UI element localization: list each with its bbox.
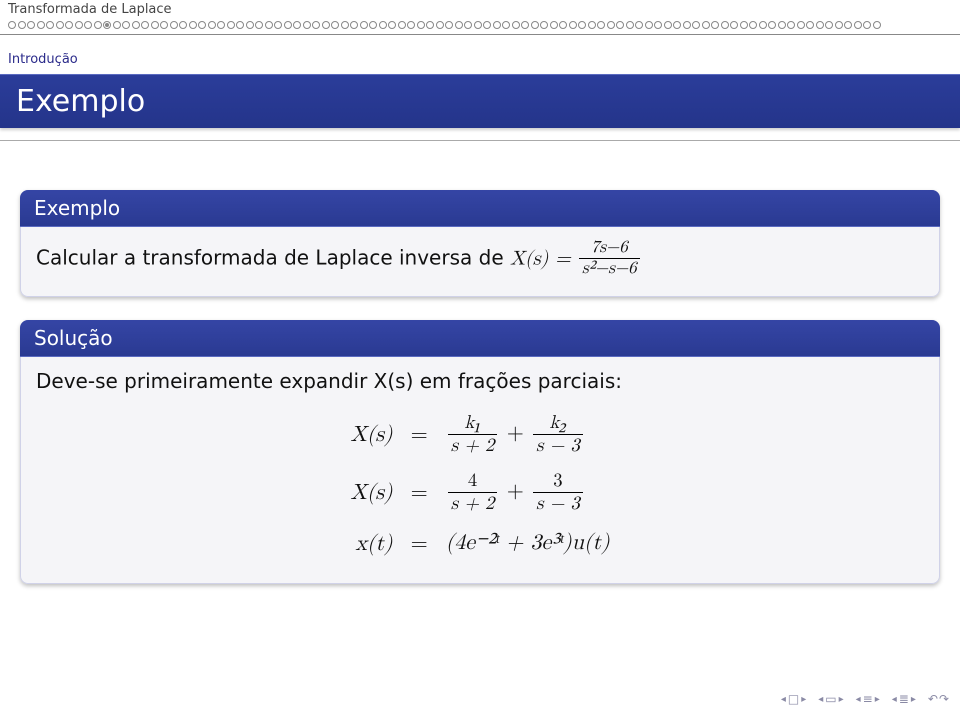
example-block-body: Calcular a transformada de Laplace inver… [20, 227, 940, 297]
slide-title-bar: Exemplo [0, 74, 960, 128]
title-underline [0, 140, 960, 141]
solution-intro: Deve-se primeiramente expandir X(s) em f… [36, 369, 924, 393]
progress-dots [8, 20, 952, 30]
header-divider [0, 34, 960, 35]
nav-appendix[interactable]: ◂ ≣ ▸ [892, 692, 916, 706]
example-lhs: X(s) = [510, 249, 571, 269]
nav-back-forward[interactable]: ↶ ↷ [928, 692, 948, 706]
solution-block-body: Deve-se primeiramente expandir X(s) em f… [20, 357, 940, 584]
slide-nav: ◂ □ ▸ ◂ ▭ ▸ ◂ ≡ ▸ ◂ ≣ ▸ ↶ ↷ [781, 692, 948, 706]
example-block: Exemplo Calcular a transformada de Lapla… [20, 190, 940, 297]
solution-block: Solução Deve-se primeiramente expandir X… [20, 320, 940, 584]
example-block-head: Exemplo [20, 190, 940, 227]
subsection-label: Introdução [8, 52, 78, 67]
nav-frame[interactable]: ◂ □ ▸ [781, 692, 806, 706]
eq-row-3: x(t) = (4e⁻²ᵗ + 3e³ᵗ)u(t) [342, 523, 617, 564]
nav-subsection[interactable]: ◂ ≡ ▸ [856, 692, 880, 706]
equation-table: X(s) = k₁s + 2 + k₂s − 3 X(s) = 4s + 2 +… [340, 405, 619, 566]
eq-row-1: X(s) = k₁s + 2 + k₂s − 3 [342, 407, 617, 463]
example-fraction: 7s−6 s²−s−6 [579, 239, 640, 279]
slide-title: Exemplo [16, 84, 145, 119]
solution-block-head: Solução [20, 320, 940, 357]
header-title: Transformada de Laplace [8, 2, 172, 17]
nav-section[interactable]: ◂ ▭ ▸ [818, 692, 843, 706]
eq-row-2: X(s) = 4s + 2 + 3s − 3 [342, 465, 617, 521]
example-text: Calcular a transformada de Laplace inver… [36, 246, 510, 270]
